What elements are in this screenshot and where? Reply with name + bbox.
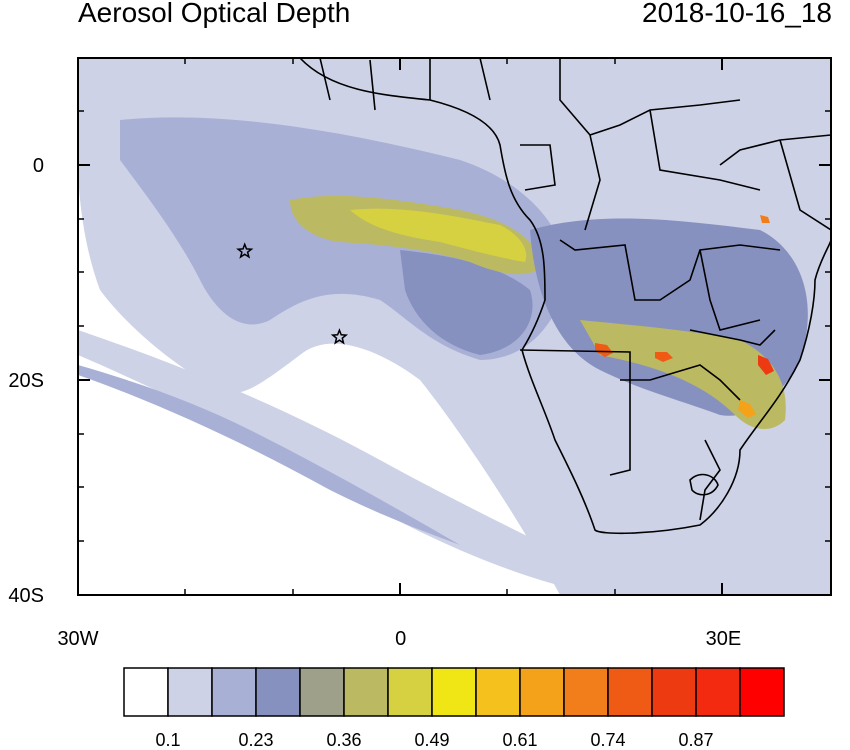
x-tick-label: 0: [395, 628, 407, 650]
colorbar-tick-label: 0.61: [502, 730, 538, 750]
colorbar-swatch: [695, 667, 741, 717]
colorbar-swatch: [123, 667, 169, 717]
aod-hotspot-a: [595, 343, 613, 357]
colorbar-swatch: [255, 667, 301, 717]
africa-coastline: [299, 58, 831, 535]
colorbar-tick-label: 0.23: [238, 730, 274, 750]
y-tick-label: 40S: [8, 585, 44, 607]
star-marker: [330, 328, 349, 345]
colorbar: [123, 667, 785, 717]
aod-hotspot-e: [738, 400, 756, 418]
aod-plume-yellow: [350, 208, 527, 262]
colorbar-swatch: [651, 667, 697, 717]
colorbar-tick-label: 0.74: [590, 730, 626, 750]
colorbar-tick-label: 0.36: [326, 730, 362, 750]
colorbar-tick-label: 0.49: [414, 730, 450, 750]
colorbar-swatch: [519, 667, 565, 717]
plot-title: Aerosol Optical Depth: [78, 0, 351, 28]
aod-band-south-inner: [78, 365, 460, 545]
star-marker: [236, 242, 254, 259]
y-tick-label: 0: [32, 155, 44, 178]
colorbar-swatch: [299, 667, 345, 717]
coastlines: [299, 58, 831, 535]
plot-timestamp: 2018-10-16_18: [642, 0, 832, 28]
colorbar-swatch: [475, 667, 521, 717]
colorbar-swatch: [739, 667, 785, 717]
x-tick-label: 30E: [705, 628, 742, 650]
colorbar-swatch: [563, 667, 609, 717]
aod-hotspot-b: [655, 352, 673, 362]
aod-plume-dense: [400, 250, 533, 355]
country-borders: [319, 58, 831, 521]
colorbar-tick-label: 0.87: [678, 730, 714, 750]
aod-field: [78, 58, 831, 595]
lesotho-border: [689, 473, 719, 496]
colorbar-swatch: [431, 667, 477, 717]
aod-band-south: [78, 330, 640, 595]
tick-marks: [77, 58, 831, 596]
minor-tick-marks: [78, 58, 831, 595]
y-tick-label: 20S: [8, 370, 44, 393]
aod-hotspot-d: [760, 215, 770, 223]
colorbar-swatch: [211, 667, 257, 717]
x-tick-label: 30W: [57, 628, 99, 650]
markers-layer: [236, 242, 349, 345]
colorbar-swatch: [607, 667, 653, 717]
colorbar-swatch: [387, 667, 433, 717]
aod-land-olive: [580, 320, 786, 430]
colorbar-swatch: [167, 667, 213, 717]
aod-hotspot-c: [758, 355, 774, 375]
colorbar-swatch: [343, 667, 389, 717]
colorbar-tick-label: 0.1: [155, 730, 181, 750]
